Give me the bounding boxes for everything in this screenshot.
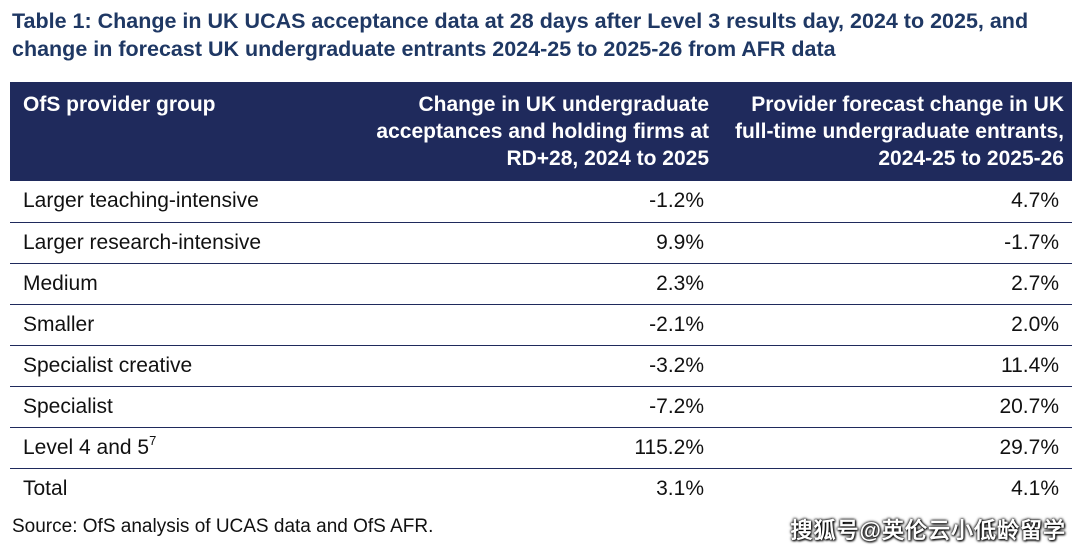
table-header-row: OfS provider group Change in UK undergra… — [10, 82, 1072, 181]
header-forecast-change: Provider forecast change in UK full-time… — [717, 82, 1072, 181]
source-note: Source: OfS analysis of UCAS data and Of… — [12, 516, 434, 537]
cell-group: Medium — [10, 263, 355, 305]
table-row: Smaller -2.1% 2.0% — [10, 304, 1072, 346]
cell-acceptances: 115.2% — [355, 427, 717, 469]
cell-group: Specialist — [10, 386, 355, 428]
cell-group: Larger research-intensive — [10, 222, 355, 264]
cell-forecast: 2.0% — [717, 304, 1072, 346]
header-provider-group: OfS provider group — [10, 82, 355, 181]
footnote-marker: 7 — [149, 432, 157, 448]
table-row: Medium 2.3% 2.7% — [10, 263, 1072, 305]
header-acceptances-change: Change in UK undergraduate acceptances a… — [355, 82, 717, 181]
cell-forecast: 29.7% — [717, 427, 1072, 469]
cell-forecast: 2.7% — [717, 263, 1072, 305]
cell-acceptances: 2.3% — [355, 263, 717, 305]
cell-group: Level 4 and 57 — [10, 427, 355, 469]
cell-forecast: 4.1% — [1011, 476, 1059, 500]
cell-acceptances: 9.9% — [355, 222, 717, 264]
table-title: Table 1: Change in UK UCAS acceptance da… — [12, 9, 1029, 61]
cell-acceptances: 3.1% — [656, 476, 704, 500]
cell-acceptances: -3.2% — [355, 345, 717, 387]
cell-acceptances: -2.1% — [355, 304, 717, 346]
table-row: Level 4 and 57 115.2% 29.7% — [10, 427, 1072, 469]
table-row: Larger teaching-intensive -1.2% 4.7% — [10, 181, 1072, 223]
cell-forecast: 20.7% — [717, 386, 1072, 428]
data-table: OfS provider group Change in UK undergra… — [10, 82, 1072, 509]
watermark: 搜狐号@英伦云小低龄留学 — [790, 518, 1066, 543]
cell-group: Specialist creative — [10, 345, 355, 387]
table-row-total: Total 3.1% 4.1% — [10, 468, 1072, 509]
cell-forecast: 4.7% — [717, 181, 1072, 223]
cell-acceptances: -1.2% — [355, 181, 717, 223]
table-row: Specialist -7.2% 20.7% — [10, 386, 1072, 428]
cell-group: Total — [23, 476, 68, 500]
cell-group: Larger teaching-intensive — [10, 181, 355, 223]
cell-acceptances: -7.2% — [355, 386, 717, 428]
cell-forecast: -1.7% — [717, 222, 1072, 264]
table-row: Larger research-intensive 9.9% -1.7% — [10, 222, 1072, 264]
cell-forecast: 11.4% — [717, 345, 1072, 387]
cell-group: Smaller — [10, 304, 355, 346]
table-row: Specialist creative -3.2% 11.4% — [10, 345, 1072, 387]
